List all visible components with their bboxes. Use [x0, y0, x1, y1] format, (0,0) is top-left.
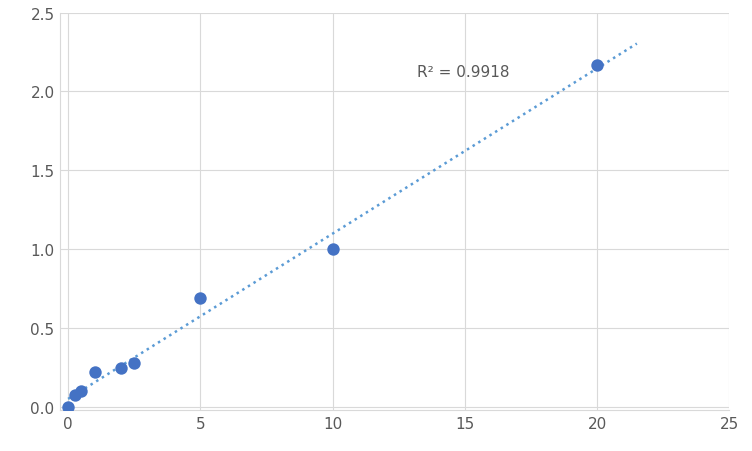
Point — [194, 295, 206, 302]
Point — [115, 364, 127, 372]
Point — [75, 388, 87, 395]
Point — [326, 246, 338, 253]
Point — [591, 62, 603, 69]
Point — [128, 359, 140, 367]
Point — [68, 391, 80, 398]
Point — [89, 369, 101, 376]
Text: R² = 0.9918: R² = 0.9918 — [417, 64, 510, 79]
Point — [62, 404, 74, 411]
